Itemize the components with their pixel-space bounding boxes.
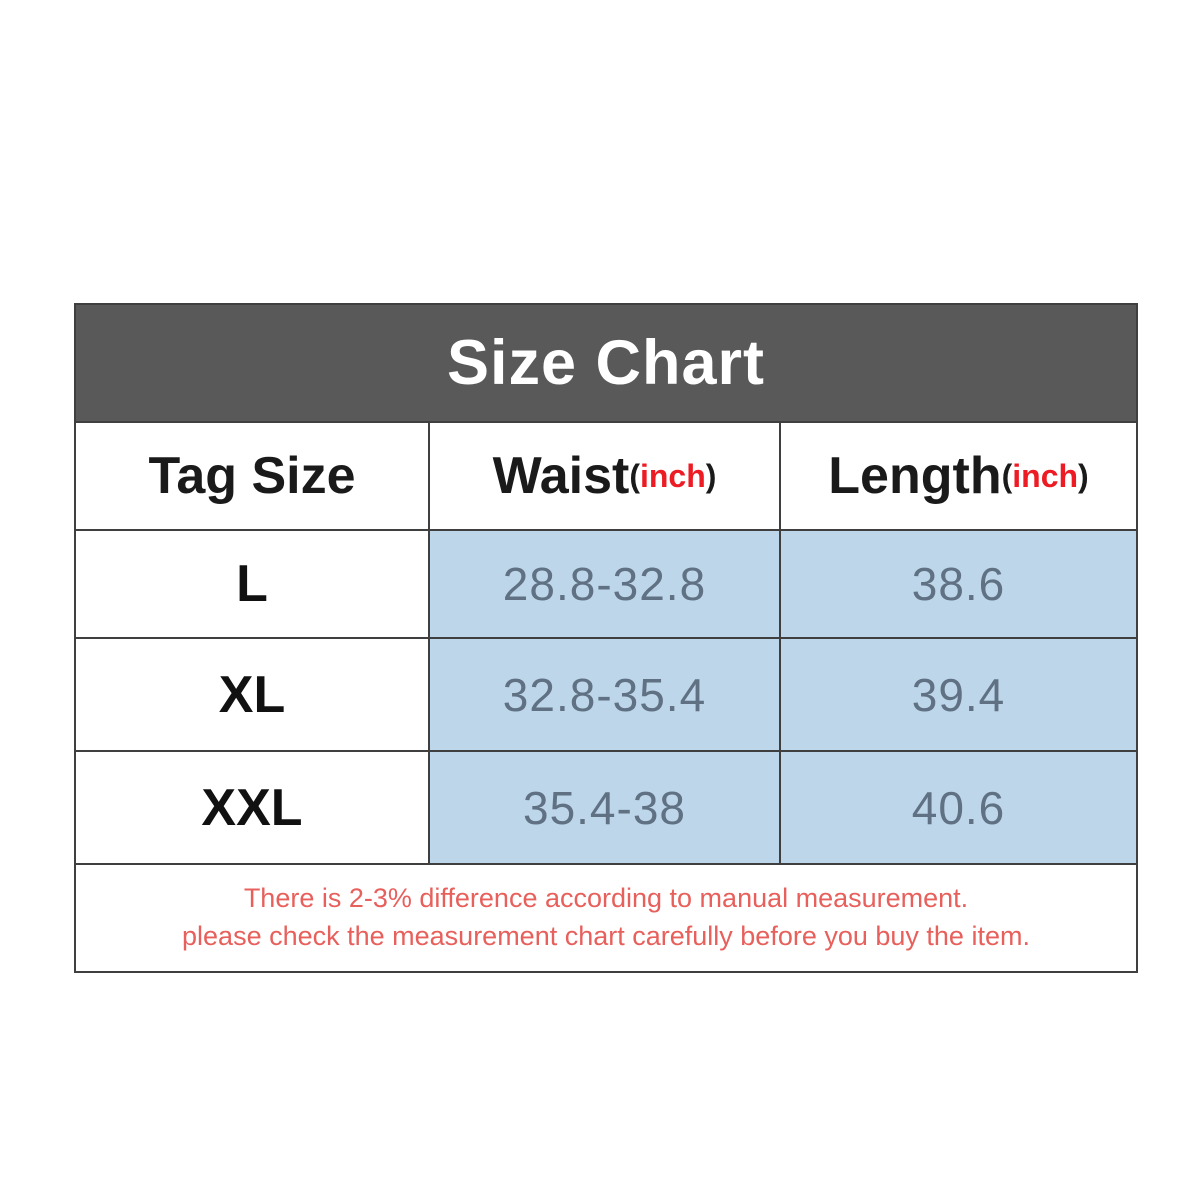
column-label-tag-size: Tag Size <box>148 447 356 505</box>
length-cell: 39.4 <box>781 639 1136 750</box>
length-value: 39.4 <box>911 668 1006 721</box>
column-label-waist: Waist <box>492 447 630 505</box>
waist-unit: (inch) <box>629 458 716 495</box>
unit-paren-close: ) <box>705 457 717 494</box>
waist-cell: 35.4-38 <box>430 752 781 863</box>
table-header-row: Tag Size Waist (inch) Length (inch) <box>76 423 1136 531</box>
length-cell: 40.6 <box>781 752 1136 863</box>
waist-cell: 32.8-35.4 <box>430 639 781 750</box>
column-label-length: Length <box>828 447 1002 505</box>
length-unit: (inch) <box>1002 458 1089 495</box>
table-title-bar: Size Chart <box>76 305 1136 423</box>
waist-value: 28.8-32.8 <box>502 558 707 610</box>
note-line-2: please check the measurement chart caref… <box>182 921 1030 951</box>
unit-paren-close: ) <box>1078 457 1089 494</box>
size-cell: XXL <box>76 752 430 863</box>
waist-value: 35.4-38 <box>522 781 686 834</box>
table-title: Size Chart <box>446 328 766 398</box>
size-cell: L <box>76 531 430 637</box>
table-row-xl: XL 32.8-35.4 39.4 <box>76 639 1136 752</box>
header-cell-length: Length (inch) <box>781 423 1136 529</box>
table-row-xxl: XXL 35.4-38 40.6 <box>76 752 1136 865</box>
unit-paren-open: ( <box>629 457 640 494</box>
header-cell-waist: Waist (inch) <box>430 423 781 529</box>
unit-paren-open: ( <box>1001 457 1013 494</box>
length-cell: 38.6 <box>781 531 1136 637</box>
size-cell: XL <box>76 639 430 750</box>
waist-cell: 28.8-32.8 <box>430 531 781 637</box>
size-value: L <box>236 555 268 613</box>
unit-word: inch <box>1012 457 1079 494</box>
waist-value: 32.8-35.4 <box>502 668 707 721</box>
table-row-l: L 28.8-32.8 38.6 <box>76 531 1136 639</box>
size-chart-table: Size Chart Tag Size Waist (inch) Length (i… <box>74 303 1138 973</box>
length-value: 40.6 <box>911 781 1006 834</box>
measurement-note: There is 2-3% difference according to ma… <box>76 865 1136 971</box>
unit-word: inch <box>639 457 706 494</box>
size-value: XL <box>218 665 286 724</box>
size-value: XXL <box>201 778 303 837</box>
length-value: 38.6 <box>911 558 1006 610</box>
note-line-1: There is 2-3% difference according to ma… <box>243 883 969 914</box>
header-cell-tag-size: Tag Size <box>76 423 430 529</box>
